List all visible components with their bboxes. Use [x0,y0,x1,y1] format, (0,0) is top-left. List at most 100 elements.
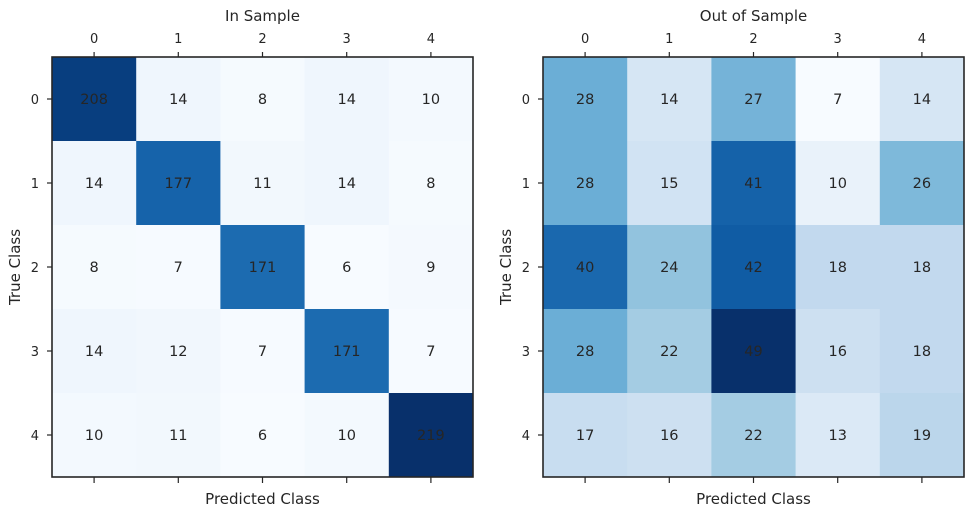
in-sample-cell-label-3-0: 14 [85,344,103,360]
in-sample-cell-label-0-0: 208 [80,92,108,108]
out-of-sample-cell-3-0 [543,309,628,394]
in-sample-cell-3-1 [136,309,221,394]
out-of-sample-cell-3-4 [879,309,965,394]
out-of-sample-cell-label-3-0: 28 [576,344,594,360]
out-of-sample-cell-label-0-2: 27 [744,92,762,108]
out-of-sample-cell-label-3-2: 49 [744,344,762,360]
in-sample-cell-4-3 [304,393,390,478]
out-of-sample-cell-label-0-3: 7 [833,92,842,108]
out-of-sample-cell-0-0 [543,57,628,142]
out-of-sample-ylabel: True Class [497,229,515,306]
in-sample-cell-label-2-0: 8 [89,260,98,276]
in-sample-cell-label-0-1: 14 [169,92,187,108]
out-of-sample-cell-0-1 [627,57,712,142]
out-of-sample-cell-label-0-4: 14 [913,92,931,108]
in-sample-cell-label-1-3: 14 [337,176,355,192]
out-of-sample-cell-2-4 [879,225,965,310]
out-of-sample-cell-1-2 [711,141,797,226]
out-of-sample-cell-3-1 [627,309,712,394]
in-sample-title: In Sample [225,7,300,25]
in-sample-xlabel: Predicted Class [205,490,320,508]
out-of-sample-cell-label-4-3: 13 [828,428,846,444]
out-of-sample-ytick-label-3: 3 [522,345,530,360]
out-of-sample-cell-label-4-2: 22 [744,428,762,444]
in-sample-cell-label-2-3: 6 [342,260,351,276]
in-sample-ytick-label-1: 1 [31,177,39,192]
out-of-sample-cell-4-0 [543,393,628,478]
in-sample-cell-label-2-4: 9 [426,260,435,276]
in-sample-cell-4-2 [220,393,306,478]
in-sample-cell-label-3-2: 7 [258,344,267,360]
in-sample-cell-3-4 [388,309,474,394]
out-of-sample-cell-1-4 [879,141,965,226]
in-sample-cell-label-4-2: 6 [258,428,267,444]
out-of-sample-cell-label-4-4: 19 [913,428,931,444]
in-sample-ytick-label-0: 0 [31,93,39,108]
out-of-sample-cell-label-4-1: 16 [660,428,678,444]
out-of-sample-cell-4-4 [879,393,965,478]
out-of-sample-cell-label-3-1: 22 [660,344,678,360]
out-of-sample-cell-label-1-0: 28 [576,176,594,192]
in-sample-cell-label-4-1: 11 [169,428,187,444]
in-sample-cell-4-4 [388,393,474,478]
out-of-sample-ytick-label-0: 0 [522,93,530,108]
out-of-sample-cell-4-3 [795,393,881,478]
out-of-sample-cell-0-4 [879,57,965,142]
in-sample-cell-label-3-3: 171 [333,344,361,360]
in-sample-cell-label-4-0: 10 [85,428,103,444]
in-sample-cell-label-3-1: 12 [169,344,187,360]
in-sample-cell-1-0 [52,141,137,226]
in-sample-cell-3-3 [304,309,390,394]
out-of-sample-title: Out of Sample [700,7,807,25]
out-of-sample-ytick-label-4: 4 [522,429,530,444]
out-of-sample-cell-2-1 [627,225,712,310]
out-of-sample-cell-3-2 [711,309,797,394]
out-of-sample-xtick-label-2: 2 [749,32,757,47]
out-of-sample-xlabel: Predicted Class [696,490,811,508]
in-sample-cell-label-1-0: 14 [85,176,103,192]
in-sample-cell-label-4-4: 219 [417,428,445,444]
out-of-sample-cell-label-2-1: 24 [660,260,678,276]
in-sample-cell-0-4 [388,57,474,142]
in-sample-cell-4-0 [52,393,137,478]
out-of-sample-cell-label-1-1: 15 [660,176,678,192]
out-of-sample-cell-2-2 [711,225,797,310]
out-of-sample-cell-3-3 [795,309,881,394]
in-sample-cell-label-1-4: 8 [426,176,435,192]
in-sample-cell-2-4 [388,225,474,310]
in-sample-ytick-label-3: 3 [31,345,39,360]
out-of-sample-xtick-label-4: 4 [918,32,926,47]
in-sample-cell-1-1 [136,141,221,226]
out-of-sample-cell-4-2 [711,393,797,478]
in-sample-cell-2-0 [52,225,137,310]
out-of-sample-ytick-label-1: 1 [522,177,530,192]
out-of-sample-cell-label-1-3: 10 [828,176,846,192]
out-of-sample-cell-4-1 [627,393,712,478]
in-sample-ylabel: True Class [6,229,24,306]
out-of-sample-cell-1-3 [795,141,881,226]
in-sample-cell-label-1-2: 11 [253,176,271,192]
in-sample-xtick-label-2: 2 [258,32,266,47]
in-sample-cell-0-1 [136,57,221,142]
in-sample-cell-label-0-4: 10 [422,92,440,108]
out-of-sample-cell-label-4-0: 17 [576,428,594,444]
in-sample-cell-0-3 [304,57,390,142]
out-of-sample-xtick-label-3: 3 [834,32,842,47]
out-of-sample-xtick-label-1: 1 [665,32,673,47]
out-of-sample-cell-2-0 [543,225,628,310]
in-sample-cell-2-3 [304,225,390,310]
in-sample-cell-label-1-1: 177 [164,176,192,192]
in-sample-cell-1-3 [304,141,390,226]
out-of-sample-cell-1-0 [543,141,628,226]
out-of-sample-cell-0-3 [795,57,881,142]
in-sample-xtick-label-1: 1 [174,32,182,47]
in-sample-cell-label-2-2: 171 [249,260,277,276]
out-of-sample-cell-label-1-2: 41 [744,176,762,192]
in-sample-cell-4-1 [136,393,221,478]
out-of-sample-cell-label-0-1: 14 [660,92,678,108]
out-of-sample-cell-2-3 [795,225,881,310]
out-of-sample-cell-label-3-4: 18 [913,344,931,360]
